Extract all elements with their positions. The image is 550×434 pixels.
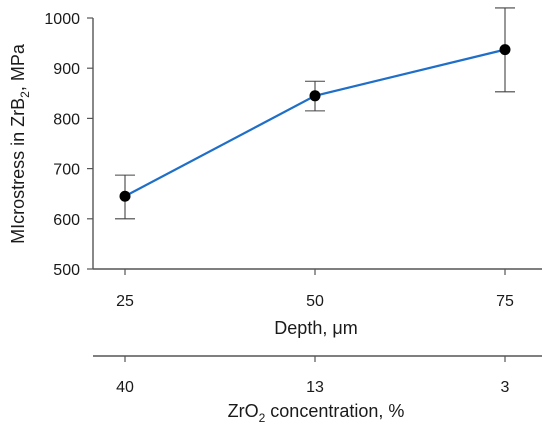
secondary-x-tick-label: 13 [306, 379, 324, 396]
y-tick-label: 900 [53, 61, 80, 78]
y-axis-title: MIcrostress in ZrB2, MPa [8, 43, 32, 244]
error-bars [115, 7, 515, 220]
x-axis-title: Depth, μm [274, 318, 357, 338]
x-ticks: 25 50 75 [116, 269, 514, 310]
x-tick-label: 50 [306, 293, 324, 310]
secondary-x-tick-label: 3 [501, 379, 510, 396]
secondary-x-tick-label: 40 [116, 379, 134, 396]
y-axis-title-main: MIcrostress in ZrB [8, 98, 28, 244]
secondary-x-axis-title-main: ZrO [228, 401, 259, 421]
series-line [124, 48, 506, 198]
y-axis-title-subscript: 2 [18, 91, 32, 98]
y-tick-label: 1000 [44, 11, 80, 28]
y-tick-label: 800 [53, 111, 80, 128]
secondary-x-axis-title-subscript: 2 [259, 411, 266, 425]
data-point [309, 90, 321, 102]
x-tick-label: 25 [116, 293, 134, 310]
y-tick-label: 600 [53, 212, 80, 229]
secondary-x-axis-title: ZrO2 concentration, % [228, 401, 405, 425]
x-tick-label: 75 [496, 293, 514, 310]
axes [92, 18, 542, 357]
data-point [499, 44, 511, 56]
data-point [119, 190, 131, 202]
secondary-x-ticks: 40 13 3 [116, 356, 510, 396]
secondary-x-axis-title-rest: concentration, % [265, 401, 404, 421]
y-tick-label: 700 [53, 162, 80, 179]
y-tick-label: 500 [53, 262, 80, 279]
y-ticks: 500 600 700 800 900 1000 [44, 11, 93, 279]
y-axis-title-rest: , MPa [8, 43, 28, 91]
series [119, 44, 511, 202]
